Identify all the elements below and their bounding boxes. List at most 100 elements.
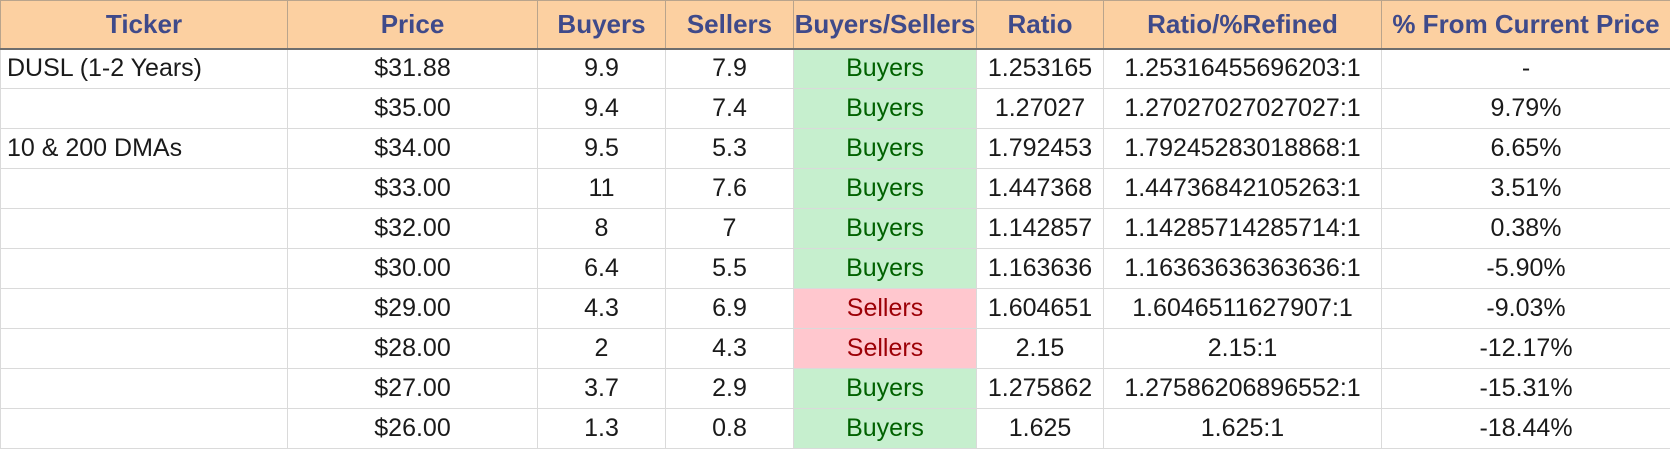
- ratio-refined-cell[interactable]: 1.625:1: [1103, 408, 1382, 449]
- pct-from-current-cell[interactable]: 6.65%: [1381, 128, 1670, 169]
- buyers-cell[interactable]: 9.5: [537, 128, 666, 169]
- ratio-refined-cell[interactable]: 1.27027027027027:1: [1103, 88, 1382, 129]
- buyers-sellers-cell[interactable]: Buyers: [793, 408, 977, 449]
- sellers-cell[interactable]: 5.3: [665, 128, 794, 169]
- price-cell[interactable]: $28.00: [287, 328, 538, 369]
- table-body: DUSL (1-2 Years) $31.88 9.9 7.9 Buyers 1.2531…: [0, 48, 1670, 449]
- table-row: $35.00 9.4 7.4 Buyers 1.27027 1.2702702702702…: [0, 88, 1670, 129]
- price-cell[interactable]: $34.00: [287, 128, 538, 169]
- header-sellers[interactable]: Sellers: [665, 0, 794, 50]
- ticker-cell[interactable]: DUSL (1-2 Years): [0, 48, 288, 89]
- ticker-cell[interactable]: 10 & 200 DMAs: [0, 128, 288, 169]
- sellers-cell[interactable]: 7.4: [665, 88, 794, 129]
- ratio-cell[interactable]: 1.163636: [976, 248, 1104, 289]
- sellers-cell[interactable]: 7.9: [665, 48, 794, 89]
- price-cell[interactable]: $35.00: [287, 88, 538, 129]
- buyers-sellers-cell[interactable]: Buyers: [793, 88, 977, 129]
- ticker-cell[interactable]: [0, 408, 288, 449]
- sellers-cell[interactable]: 6.9: [665, 288, 794, 329]
- table-row: $29.00 4.3 6.9 Sellers 1.604651 1.60465116279…: [0, 288, 1670, 329]
- header-ratio-refined[interactable]: Ratio/%Refined: [1103, 0, 1382, 50]
- price-cell[interactable]: $30.00: [287, 248, 538, 289]
- ratio-cell[interactable]: 1.625: [976, 408, 1104, 449]
- header-pct-from-current[interactable]: % From Current Price: [1381, 0, 1670, 50]
- ratio-cell[interactable]: 1.253165: [976, 48, 1104, 89]
- price-cell[interactable]: $26.00: [287, 408, 538, 449]
- ticker-cell[interactable]: [0, 248, 288, 289]
- buyers-cell[interactable]: 9.9: [537, 48, 666, 89]
- ratio-cell[interactable]: 1.792453: [976, 128, 1104, 169]
- buyers-sellers-cell[interactable]: Buyers: [793, 248, 977, 289]
- pct-from-current-cell[interactable]: -18.44%: [1381, 408, 1670, 449]
- price-cell[interactable]: $32.00: [287, 208, 538, 249]
- pct-from-current-cell[interactable]: -15.31%: [1381, 368, 1670, 409]
- ticker-cell[interactable]: [0, 168, 288, 209]
- sellers-cell[interactable]: 2.9: [665, 368, 794, 409]
- price-cell[interactable]: $33.00: [287, 168, 538, 209]
- ratio-refined-cell[interactable]: 1.25316455696203:1: [1103, 48, 1382, 89]
- buyers-cell[interactable]: 3.7: [537, 368, 666, 409]
- ratio-cell[interactable]: 1.604651: [976, 288, 1104, 329]
- sellers-cell[interactable]: 7.6: [665, 168, 794, 209]
- price-cell[interactable]: $29.00: [287, 288, 538, 329]
- ticker-cell[interactable]: [0, 288, 288, 329]
- table-row: 10 & 200 DMAs $34.00 9.5 5.3 Buyers 1.792453 1…: [0, 128, 1670, 169]
- buyers-cell[interactable]: 6.4: [537, 248, 666, 289]
- ratio-refined-cell[interactable]: 1.16363636363636:1: [1103, 248, 1382, 289]
- buyers-sellers-cell[interactable]: Buyers: [793, 368, 977, 409]
- pct-from-current-cell[interactable]: -9.03%: [1381, 288, 1670, 329]
- ratio-refined-cell[interactable]: 1.27586206896552:1: [1103, 368, 1382, 409]
- header-row: Ticker Price Buyers Sellers Buyers/Selle…: [0, 0, 1670, 50]
- buyers-sellers-cell[interactable]: Buyers: [793, 168, 977, 209]
- buyers-cell[interactable]: 11: [537, 168, 666, 209]
- pct-from-current-cell[interactable]: 0.38%: [1381, 208, 1670, 249]
- pct-from-current-cell[interactable]: 9.79%: [1381, 88, 1670, 129]
- pct-from-current-cell[interactable]: -12.17%: [1381, 328, 1670, 369]
- header-ratio[interactable]: Ratio: [976, 0, 1104, 50]
- buyers-cell[interactable]: 8: [537, 208, 666, 249]
- buyers-cell[interactable]: 4.3: [537, 288, 666, 329]
- header-buyers[interactable]: Buyers: [537, 0, 666, 50]
- sellers-cell[interactable]: 7: [665, 208, 794, 249]
- header-price[interactable]: Price: [287, 0, 538, 50]
- ratio-refined-cell[interactable]: 1.44736842105263:1: [1103, 168, 1382, 209]
- table-row: $26.00 1.3 0.8 Buyers 1.625 1.625:1 -18.44%: [0, 408, 1670, 449]
- sellers-cell[interactable]: 0.8: [665, 408, 794, 449]
- ticker-cell[interactable]: [0, 88, 288, 129]
- table-row: $30.00 6.4 5.5 Buyers 1.163636 1.163636363636…: [0, 248, 1670, 289]
- pct-from-current-cell[interactable]: -: [1381, 48, 1670, 89]
- ratio-refined-cell[interactable]: 1.14285714285714:1: [1103, 208, 1382, 249]
- ratio-cell[interactable]: 1.447368: [976, 168, 1104, 209]
- price-cell[interactable]: $31.88: [287, 48, 538, 89]
- header-buyers-sellers[interactable]: Buyers/Sellers: [793, 0, 977, 50]
- buyers-cell[interactable]: 9.4: [537, 88, 666, 129]
- pct-from-current-cell[interactable]: 3.51%: [1381, 168, 1670, 209]
- ratio-cell[interactable]: 2.15: [976, 328, 1104, 369]
- table-row: $27.00 3.7 2.9 Buyers 1.275862 1.275862068965…: [0, 368, 1670, 409]
- buyers-sellers-cell[interactable]: Sellers: [793, 328, 977, 369]
- ticker-cell[interactable]: [0, 368, 288, 409]
- table-header: Ticker Price Buyers Sellers Buyers/Selle…: [0, 0, 1670, 50]
- buyers-sellers-cell[interactable]: Buyers: [793, 208, 977, 249]
- buyers-cell[interactable]: 1.3: [537, 408, 666, 449]
- ratio-refined-cell[interactable]: 1.79245283018868:1: [1103, 128, 1382, 169]
- table-row: DUSL (1-2 Years) $31.88 9.9 7.9 Buyers 1.2531…: [0, 48, 1670, 89]
- price-cell[interactable]: $27.00: [287, 368, 538, 409]
- ratio-cell[interactable]: 1.275862: [976, 368, 1104, 409]
- ratio-cell[interactable]: 1.27027: [976, 88, 1104, 129]
- ratio-cell[interactable]: 1.142857: [976, 208, 1104, 249]
- sellers-cell[interactable]: 4.3: [665, 328, 794, 369]
- buyers-sellers-cell[interactable]: Buyers: [793, 48, 977, 89]
- ticker-cell[interactable]: [0, 328, 288, 369]
- header-ticker[interactable]: Ticker: [0, 0, 288, 50]
- ticker-cell[interactable]: [0, 208, 288, 249]
- buyers-sellers-cell[interactable]: Sellers: [793, 288, 977, 329]
- ratio-refined-cell[interactable]: 2.15:1: [1103, 328, 1382, 369]
- buyers-cell[interactable]: 2: [537, 328, 666, 369]
- sellers-cell[interactable]: 5.5: [665, 248, 794, 289]
- ratio-refined-cell[interactable]: 1.6046511627907:1: [1103, 288, 1382, 329]
- pct-from-current-cell[interactable]: -5.90%: [1381, 248, 1670, 289]
- buyers-sellers-cell[interactable]: Buyers: [793, 128, 977, 169]
